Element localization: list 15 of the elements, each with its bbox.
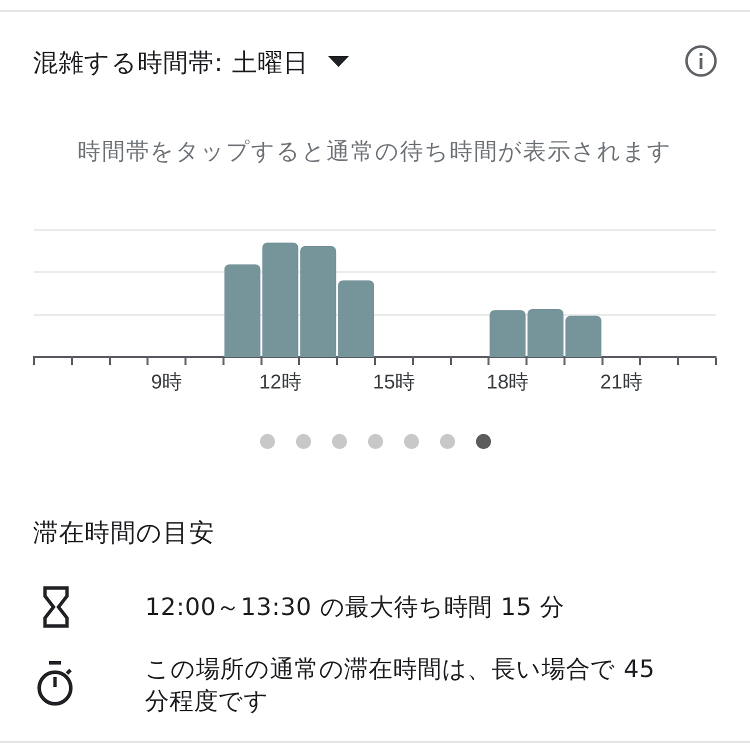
x-tick-label: 18時 [486,372,529,394]
bar [565,316,602,357]
x-tick-label: 9時 [151,372,182,394]
text: 滞在時間の目安 [33,517,215,549]
bar [490,310,526,357]
chart-subtitle: 時間帯をタップすると通常の待ち時間が表示されます [76,138,674,167]
text: 12:00～13:30 の最大待ち時間 15 分 [145,592,566,623]
x-tick-label: 12時 [259,372,302,394]
bar [338,280,374,357]
bar [224,264,260,357]
bar [528,308,564,357]
x-tick-label: 21時 [600,372,642,394]
x-tick-label: 15時 [372,372,416,394]
text: この場所の通常の滞在時間は、長い場合で 45 分程度です [145,654,656,717]
chart-title: 混雑する時間帯: 土曜日 [33,47,309,79]
